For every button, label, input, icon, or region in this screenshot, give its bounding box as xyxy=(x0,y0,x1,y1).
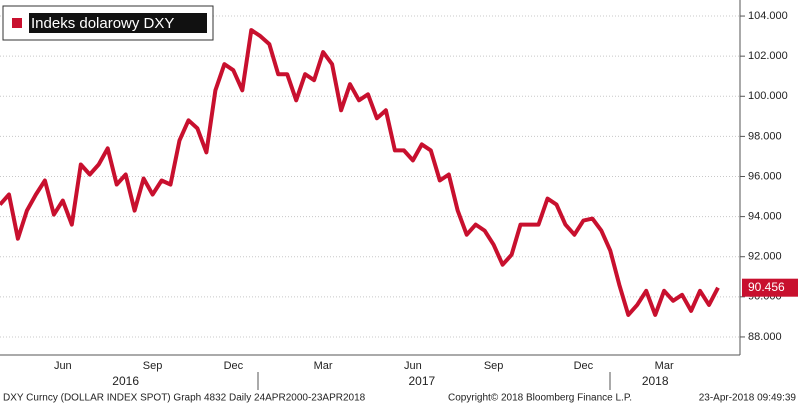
y-tick-label: 92.000 xyxy=(748,251,782,263)
y-tick-label: 100.000 xyxy=(748,90,788,102)
y-tick-label: 104.000 xyxy=(748,10,788,22)
footer-left: DXY Curncy (DOLLAR INDEX SPOT) Graph 483… xyxy=(3,393,366,404)
y-tick-label: 94.000 xyxy=(748,211,782,223)
footer-right: 23-Apr-2018 09:49:39 xyxy=(699,393,797,404)
legend-label: Indeks dolarowy DXY xyxy=(31,15,174,32)
x-year-label: 2018 xyxy=(642,374,669,388)
legend-swatch xyxy=(12,18,22,28)
y-tick-label: 88.000 xyxy=(748,331,782,343)
y-tick-label: 102.000 xyxy=(748,50,788,62)
series-line xyxy=(0,28,720,317)
x-tick-label: Mar xyxy=(314,360,333,372)
x-tick-label: Sep xyxy=(143,360,163,372)
x-year-label: 2016 xyxy=(112,374,139,388)
y-tick-label: 96.000 xyxy=(748,170,782,182)
x-tick-label: Jun xyxy=(404,360,422,372)
x-tick-label: Dec xyxy=(574,360,594,372)
x-tick-label: Mar xyxy=(655,360,674,372)
y-tick-label: 98.000 xyxy=(748,130,782,142)
x-year-label: 2017 xyxy=(408,374,435,388)
footer-center: Copyright© 2018 Bloomberg Finance L.P. xyxy=(448,393,632,404)
last-value-label: 90.456 xyxy=(748,280,785,294)
x-tick-label: Sep xyxy=(484,360,504,372)
x-tick-label: Dec xyxy=(224,360,244,372)
legend-highlight xyxy=(29,13,207,33)
last-value-box xyxy=(742,278,798,297)
x-tick-label: Jun xyxy=(54,360,72,372)
